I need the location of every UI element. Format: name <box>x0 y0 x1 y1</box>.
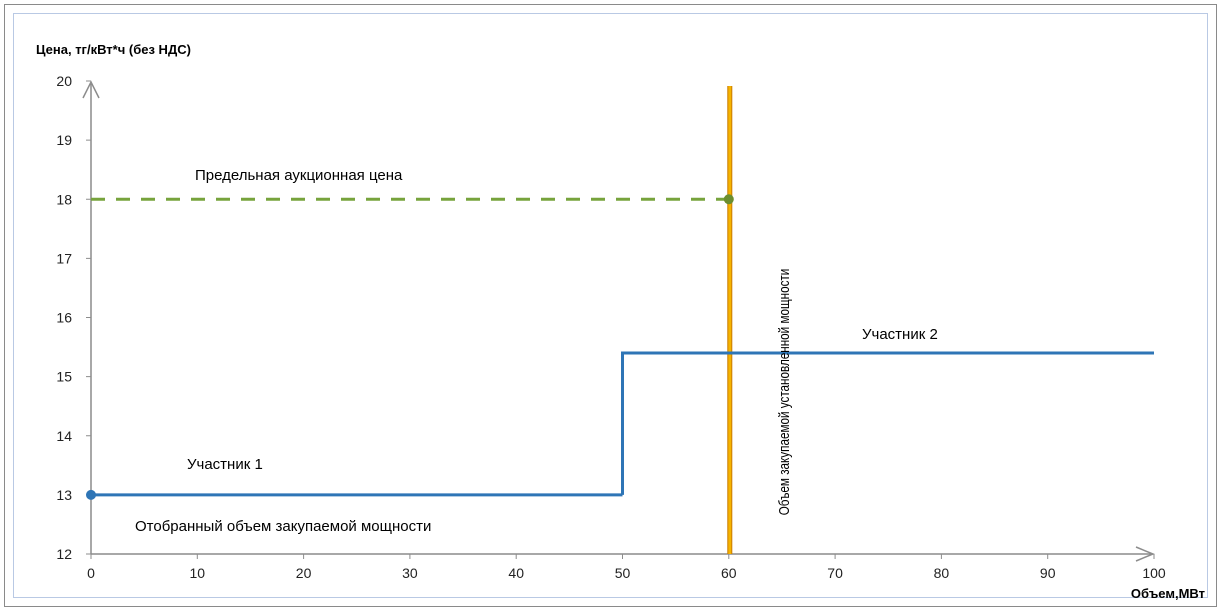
y-axis-arrow <box>82 80 100 99</box>
tick-labels: 12 13 14 15 16 17 18 19 20 0 10 20 30 40 50 60 70 80 90 100 <box>56 73 1165 581</box>
participant-2-line <box>621 351 1154 495</box>
y-tick-label: 12 <box>56 546 72 562</box>
y-tick-label: 17 <box>56 250 72 266</box>
selected-volume-label: Отобранный объем закупаемой мощности <box>135 518 431 535</box>
x-tick-label: 40 <box>508 565 524 581</box>
y-tick-label: 14 <box>56 428 72 444</box>
axes <box>82 80 1155 562</box>
limit-price-label: Предельная аукционная цена <box>195 167 403 184</box>
y-tick-label: 13 <box>56 487 72 503</box>
x-tick-label: 10 <box>190 565 206 581</box>
x-tick-label: 20 <box>296 565 312 581</box>
participant-2-label: Участник 2 <box>862 326 938 343</box>
limit-price-end-marker <box>723 194 734 205</box>
x-tick-label: 80 <box>934 565 950 581</box>
y-tick-label: 15 <box>56 369 72 385</box>
x-tick-label: 100 <box>1142 565 1166 581</box>
series-layer <box>86 86 1154 554</box>
x-tick-label: 70 <box>827 565 843 581</box>
x-tick-label: 60 <box>721 565 737 581</box>
x-tick-label: 0 <box>87 565 95 581</box>
installed-capacity-label: Объем закупаемой установленной мощности <box>776 269 793 516</box>
x-axis-arrow <box>1135 546 1155 562</box>
x-axis-title: Объем,МВт <box>1131 586 1205 601</box>
x-tick-label: 90 <box>1040 565 1056 581</box>
y-tick-label: 16 <box>56 310 72 326</box>
participant-1-label: Участник 1 <box>187 456 263 473</box>
x-tick-label: 50 <box>615 565 631 581</box>
y-axis-title: Цена, тг/кВт*ч (без НДС) <box>36 42 191 57</box>
participant-1-start-marker <box>86 489 96 500</box>
y-tick-label: 19 <box>56 132 72 148</box>
chart-frame <box>4 4 1217 607</box>
x-tick-label: 30 <box>402 565 418 581</box>
y-tick-label: 20 <box>56 73 72 89</box>
y-tick-label: 18 <box>56 191 72 207</box>
